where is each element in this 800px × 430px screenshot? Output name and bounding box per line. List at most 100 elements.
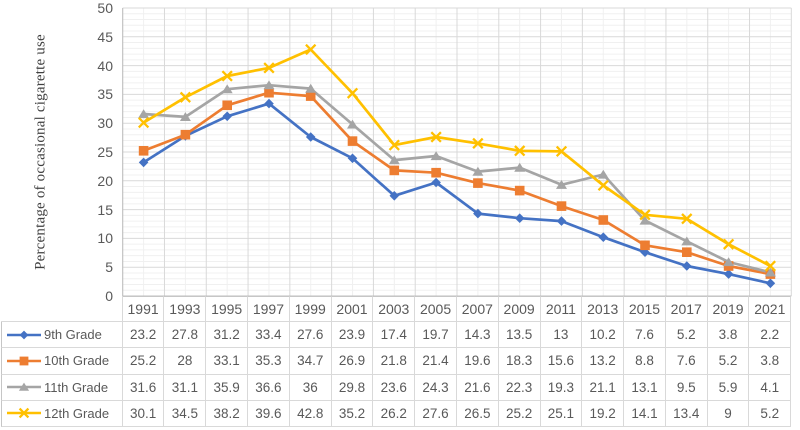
value-cell: 36 bbox=[289, 374, 332, 401]
value-cell: 27.8 bbox=[164, 322, 207, 349]
value-cell: 27.6 bbox=[415, 400, 457, 427]
year-header-cell: 2003 bbox=[373, 296, 416, 323]
value-cell: 19.3 bbox=[540, 374, 583, 401]
value-cell: 18.3 bbox=[498, 348, 541, 375]
value-cell: 23.6 bbox=[373, 374, 416, 401]
value-cell: 25.2 bbox=[122, 348, 165, 375]
value-cell: 39.6 bbox=[248, 400, 290, 427]
value-cell: 36.6 bbox=[248, 374, 290, 401]
year-header-cell: 1993 bbox=[164, 296, 207, 323]
value-cell: 13.1 bbox=[624, 374, 666, 401]
year-header-cell: 2009 bbox=[498, 296, 541, 323]
y-axis-tick-label: 0 bbox=[105, 288, 113, 304]
year-header-cell: 2007 bbox=[456, 296, 499, 323]
square-legend-key-icon bbox=[7, 355, 41, 367]
diamond-legend-key-icon bbox=[7, 329, 41, 341]
year-header-cell: 1991 bbox=[122, 296, 165, 323]
value-cell: 21.1 bbox=[582, 374, 625, 401]
y-axis-tick-label: 20 bbox=[97, 172, 113, 189]
value-cell: 5.2 bbox=[707, 348, 750, 375]
year-header-cell: 2005 bbox=[415, 296, 457, 323]
y-axis-tick-label: 40 bbox=[97, 57, 113, 74]
value-cell: 34.7 bbox=[289, 348, 332, 375]
series-label: 9th Grade bbox=[44, 327, 102, 343]
value-cell: 31.1 bbox=[164, 374, 207, 401]
value-cell: 35.3 bbox=[248, 348, 290, 375]
table-corner-cell bbox=[1, 296, 123, 323]
value-cell: 29.8 bbox=[331, 374, 374, 401]
value-cell: 9 bbox=[707, 400, 750, 427]
x-legend-key-icon bbox=[7, 407, 41, 419]
value-cell: 17.4 bbox=[373, 322, 416, 349]
value-cell: 5.9 bbox=[707, 374, 750, 401]
value-cell: 23.9 bbox=[331, 322, 374, 349]
value-cell: 21.4 bbox=[415, 348, 457, 375]
value-cell: 7.6 bbox=[665, 348, 708, 375]
value-cell: 24.3 bbox=[415, 374, 457, 401]
year-header-cell: 2001 bbox=[331, 296, 374, 323]
y-axis-tick-label: 50 bbox=[97, 0, 113, 16]
year-header-cell: 1999 bbox=[289, 296, 332, 323]
value-cell: 35.2 bbox=[331, 400, 374, 427]
year-header-cell: 2013 bbox=[582, 296, 625, 323]
value-cell: 30.1 bbox=[122, 400, 165, 427]
value-cell: 14.1 bbox=[624, 400, 666, 427]
value-cell: 8.8 bbox=[624, 348, 666, 375]
value-cell: 33.4 bbox=[248, 322, 290, 349]
year-header-cell: 2015 bbox=[624, 296, 666, 323]
year-header-cell: 2017 bbox=[665, 296, 708, 323]
y-axis-tick-label: 25 bbox=[97, 144, 113, 160]
value-cell: 23.2 bbox=[122, 322, 165, 349]
value-cell: 13 bbox=[540, 322, 583, 349]
value-cell: 27.6 bbox=[289, 322, 332, 349]
value-cell: 19.2 bbox=[582, 400, 625, 427]
value-cell: 4.1 bbox=[749, 374, 792, 401]
legend-cell: 12th Grade bbox=[1, 400, 123, 427]
value-cell: 19.7 bbox=[415, 322, 457, 349]
value-cell: 35.9 bbox=[206, 374, 249, 401]
value-cell: 33.1 bbox=[206, 348, 249, 375]
data-table: 1991 1993 1995 1997 1999 2001 2003 2005 2007 2009… bbox=[1, 296, 792, 427]
year-header-cell: 1997 bbox=[248, 296, 290, 323]
value-cell: 22.3 bbox=[498, 374, 541, 401]
value-cell: 28 bbox=[164, 348, 207, 375]
value-cell: 13.5 bbox=[498, 322, 541, 349]
y-axis-tick-label: 5 bbox=[105, 259, 113, 276]
y-axis-tick-label: 30 bbox=[97, 115, 113, 132]
value-cell: 25.2 bbox=[498, 400, 541, 427]
year-header-cell: 2019 bbox=[707, 296, 750, 323]
chart-svg bbox=[122, 7, 792, 297]
value-cell: 2.2 bbox=[749, 322, 792, 349]
y-axis-tick-label: 15 bbox=[97, 201, 113, 218]
value-cell: 42.8 bbox=[289, 400, 332, 427]
value-cell: 26.5 bbox=[456, 400, 499, 427]
value-cell: 26.9 bbox=[331, 348, 374, 375]
value-cell: 26.2 bbox=[373, 400, 416, 427]
value-cell: 7.6 bbox=[624, 322, 666, 349]
value-cell: 31.2 bbox=[206, 322, 249, 349]
series-label: 12th Grade bbox=[44, 405, 110, 421]
value-cell: 13.2 bbox=[582, 348, 625, 375]
value-cell: 9.5 bbox=[665, 374, 708, 401]
value-cell: 10.2 bbox=[582, 322, 625, 349]
y-axis-tick-label: 45 bbox=[97, 28, 113, 45]
value-cell: 25.1 bbox=[540, 400, 583, 427]
legend-cell: 11th Grade bbox=[1, 374, 123, 401]
year-header-cell: 2011 bbox=[540, 296, 583, 323]
year-header-cell: 2021 bbox=[749, 296, 792, 323]
value-cell: 3.8 bbox=[749, 348, 792, 375]
value-cell: 5.2 bbox=[749, 400, 792, 427]
value-cell: 21.8 bbox=[373, 348, 416, 375]
value-cell: 5.2 bbox=[665, 322, 708, 349]
series-label: 10th Grade bbox=[44, 353, 110, 369]
value-cell: 13.4 bbox=[665, 400, 708, 427]
legend-cell: 9th Grade bbox=[1, 322, 123, 349]
y-axis-tick-label: 35 bbox=[97, 86, 113, 103]
legend-cell: 10th Grade bbox=[1, 348, 123, 375]
value-cell: 31.6 bbox=[122, 374, 165, 401]
value-cell: 19.6 bbox=[456, 348, 499, 375]
year-header-cell: 1995 bbox=[206, 296, 249, 323]
series-label: 11th Grade bbox=[44, 379, 109, 395]
plot-area bbox=[122, 7, 792, 297]
